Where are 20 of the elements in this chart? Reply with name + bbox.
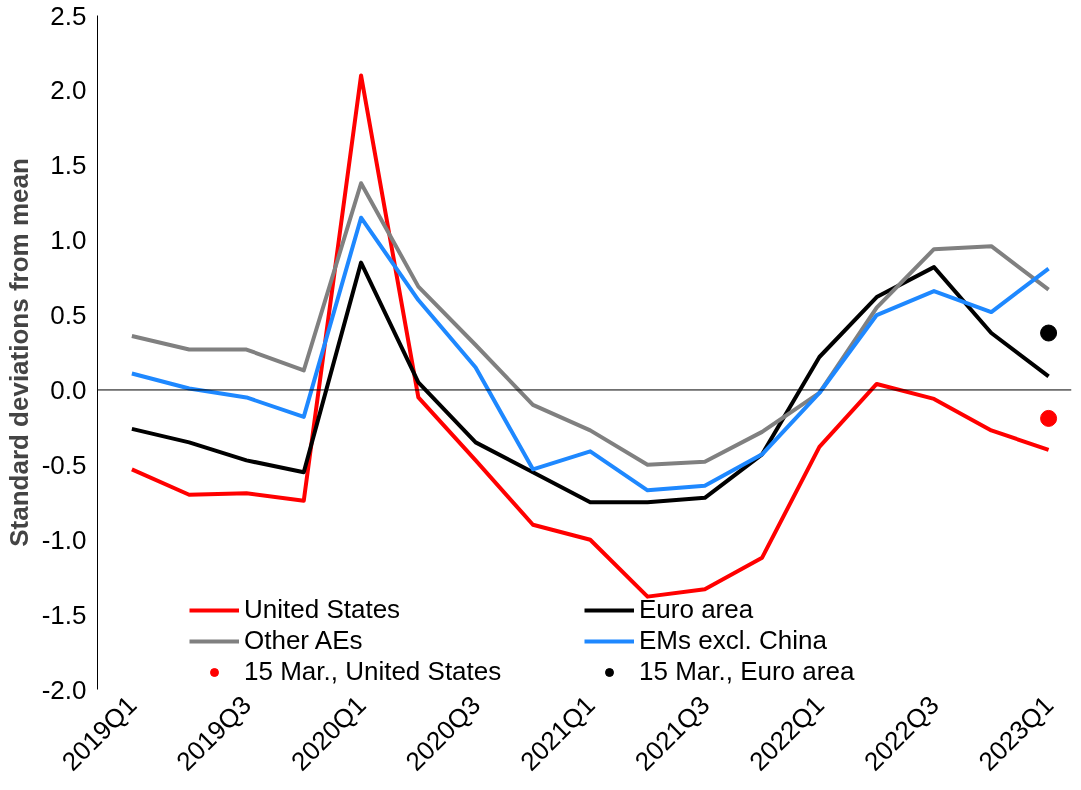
y-tick-label: 1.0 [50,225,87,256]
y-tick-label: -0.5 [41,449,87,480]
y-tick-label: 1.5 [50,150,87,181]
line-series [129,215,1051,493]
y-tick-label: 2.0 [50,75,87,106]
legend-label: United States [244,594,402,625]
legend-label: Other AEs [244,625,364,656]
y-axis-title: Standard deviations from mean [3,158,34,547]
y-tick-label: 2.5 [50,0,87,31]
legend-label: 15 Mar., United States [244,656,503,687]
y-tick-label: -1.0 [41,524,87,555]
line-series [129,73,1051,599]
y-tick-label: 0.0 [50,374,87,405]
y-tick-label: -1.5 [41,599,87,630]
legend-label: EMs excl. China [639,625,828,656]
legend-label: 15 Mar., Euro area [639,656,856,687]
line-series [129,181,1051,467]
legend-label: Euro area [639,594,755,625]
y-tick-label: -2.0 [41,674,87,705]
y-tick-label: 0.5 [50,300,87,331]
